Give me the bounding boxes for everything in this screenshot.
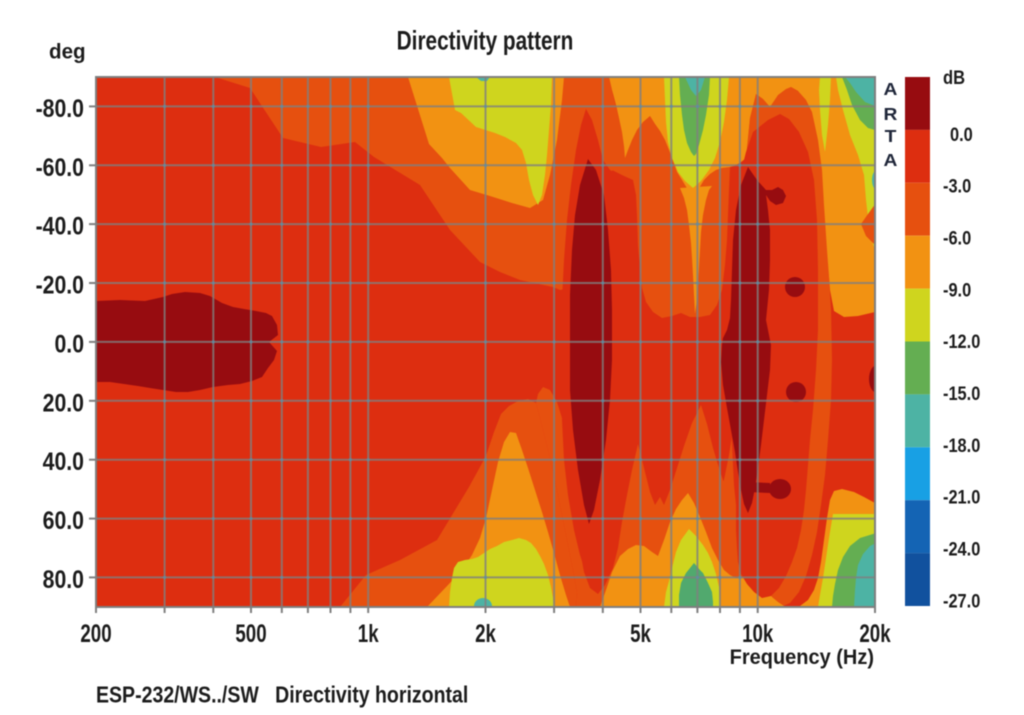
svg-text:2k: 2k <box>475 619 496 647</box>
svg-text:-60.0: -60.0 <box>36 153 84 181</box>
svg-text:20.0: 20.0 <box>43 389 84 417</box>
svg-text:60.0: 60.0 <box>43 506 84 534</box>
svg-text:Directivity pattern: Directivity pattern <box>397 26 574 56</box>
svg-text:-80.0: -80.0 <box>36 94 84 122</box>
svg-text:-15.0: -15.0 <box>943 383 980 405</box>
svg-text:-6.0: -6.0 <box>943 227 971 249</box>
svg-text:5k: 5k <box>630 619 651 647</box>
svg-text:A: A <box>884 150 898 170</box>
svg-text:-21.0: -21.0 <box>943 486 980 508</box>
svg-text:-27.0: -27.0 <box>943 590 980 612</box>
svg-text:ESP-232/WS../SW Directivity: ESP-232/WS../SW Directivity horizontal <box>96 682 468 708</box>
svg-text:A: A <box>884 79 898 99</box>
svg-text:-40.0: -40.0 <box>36 212 84 240</box>
svg-text:500: 500 <box>235 619 266 647</box>
svg-text:T: T <box>885 126 898 146</box>
svg-text:1k: 1k <box>358 619 379 647</box>
svg-text:-24.0: -24.0 <box>943 538 980 560</box>
svg-text:40.0: 40.0 <box>43 448 84 476</box>
svg-text:80.0: 80.0 <box>43 565 84 593</box>
svg-text:-20.0: -20.0 <box>36 271 84 299</box>
svg-text:-18.0: -18.0 <box>943 435 980 457</box>
svg-text:-3.0: -3.0 <box>943 175 971 197</box>
svg-text:-12.0: -12.0 <box>943 331 980 353</box>
svg-text:Frequency (Hz): Frequency (Hz) <box>730 645 874 669</box>
svg-text:R: R <box>884 104 898 124</box>
svg-text:200: 200 <box>80 619 111 647</box>
svg-text:dB: dB <box>943 67 965 89</box>
svg-text:0.0: 0.0 <box>54 330 84 358</box>
svg-text:10k: 10k <box>742 619 774 647</box>
svg-text:-9.0: -9.0 <box>943 279 971 301</box>
svg-text:deg: deg <box>49 40 86 63</box>
svg-text:0.0: 0.0 <box>950 123 973 145</box>
svg-text:20k: 20k <box>859 619 891 647</box>
